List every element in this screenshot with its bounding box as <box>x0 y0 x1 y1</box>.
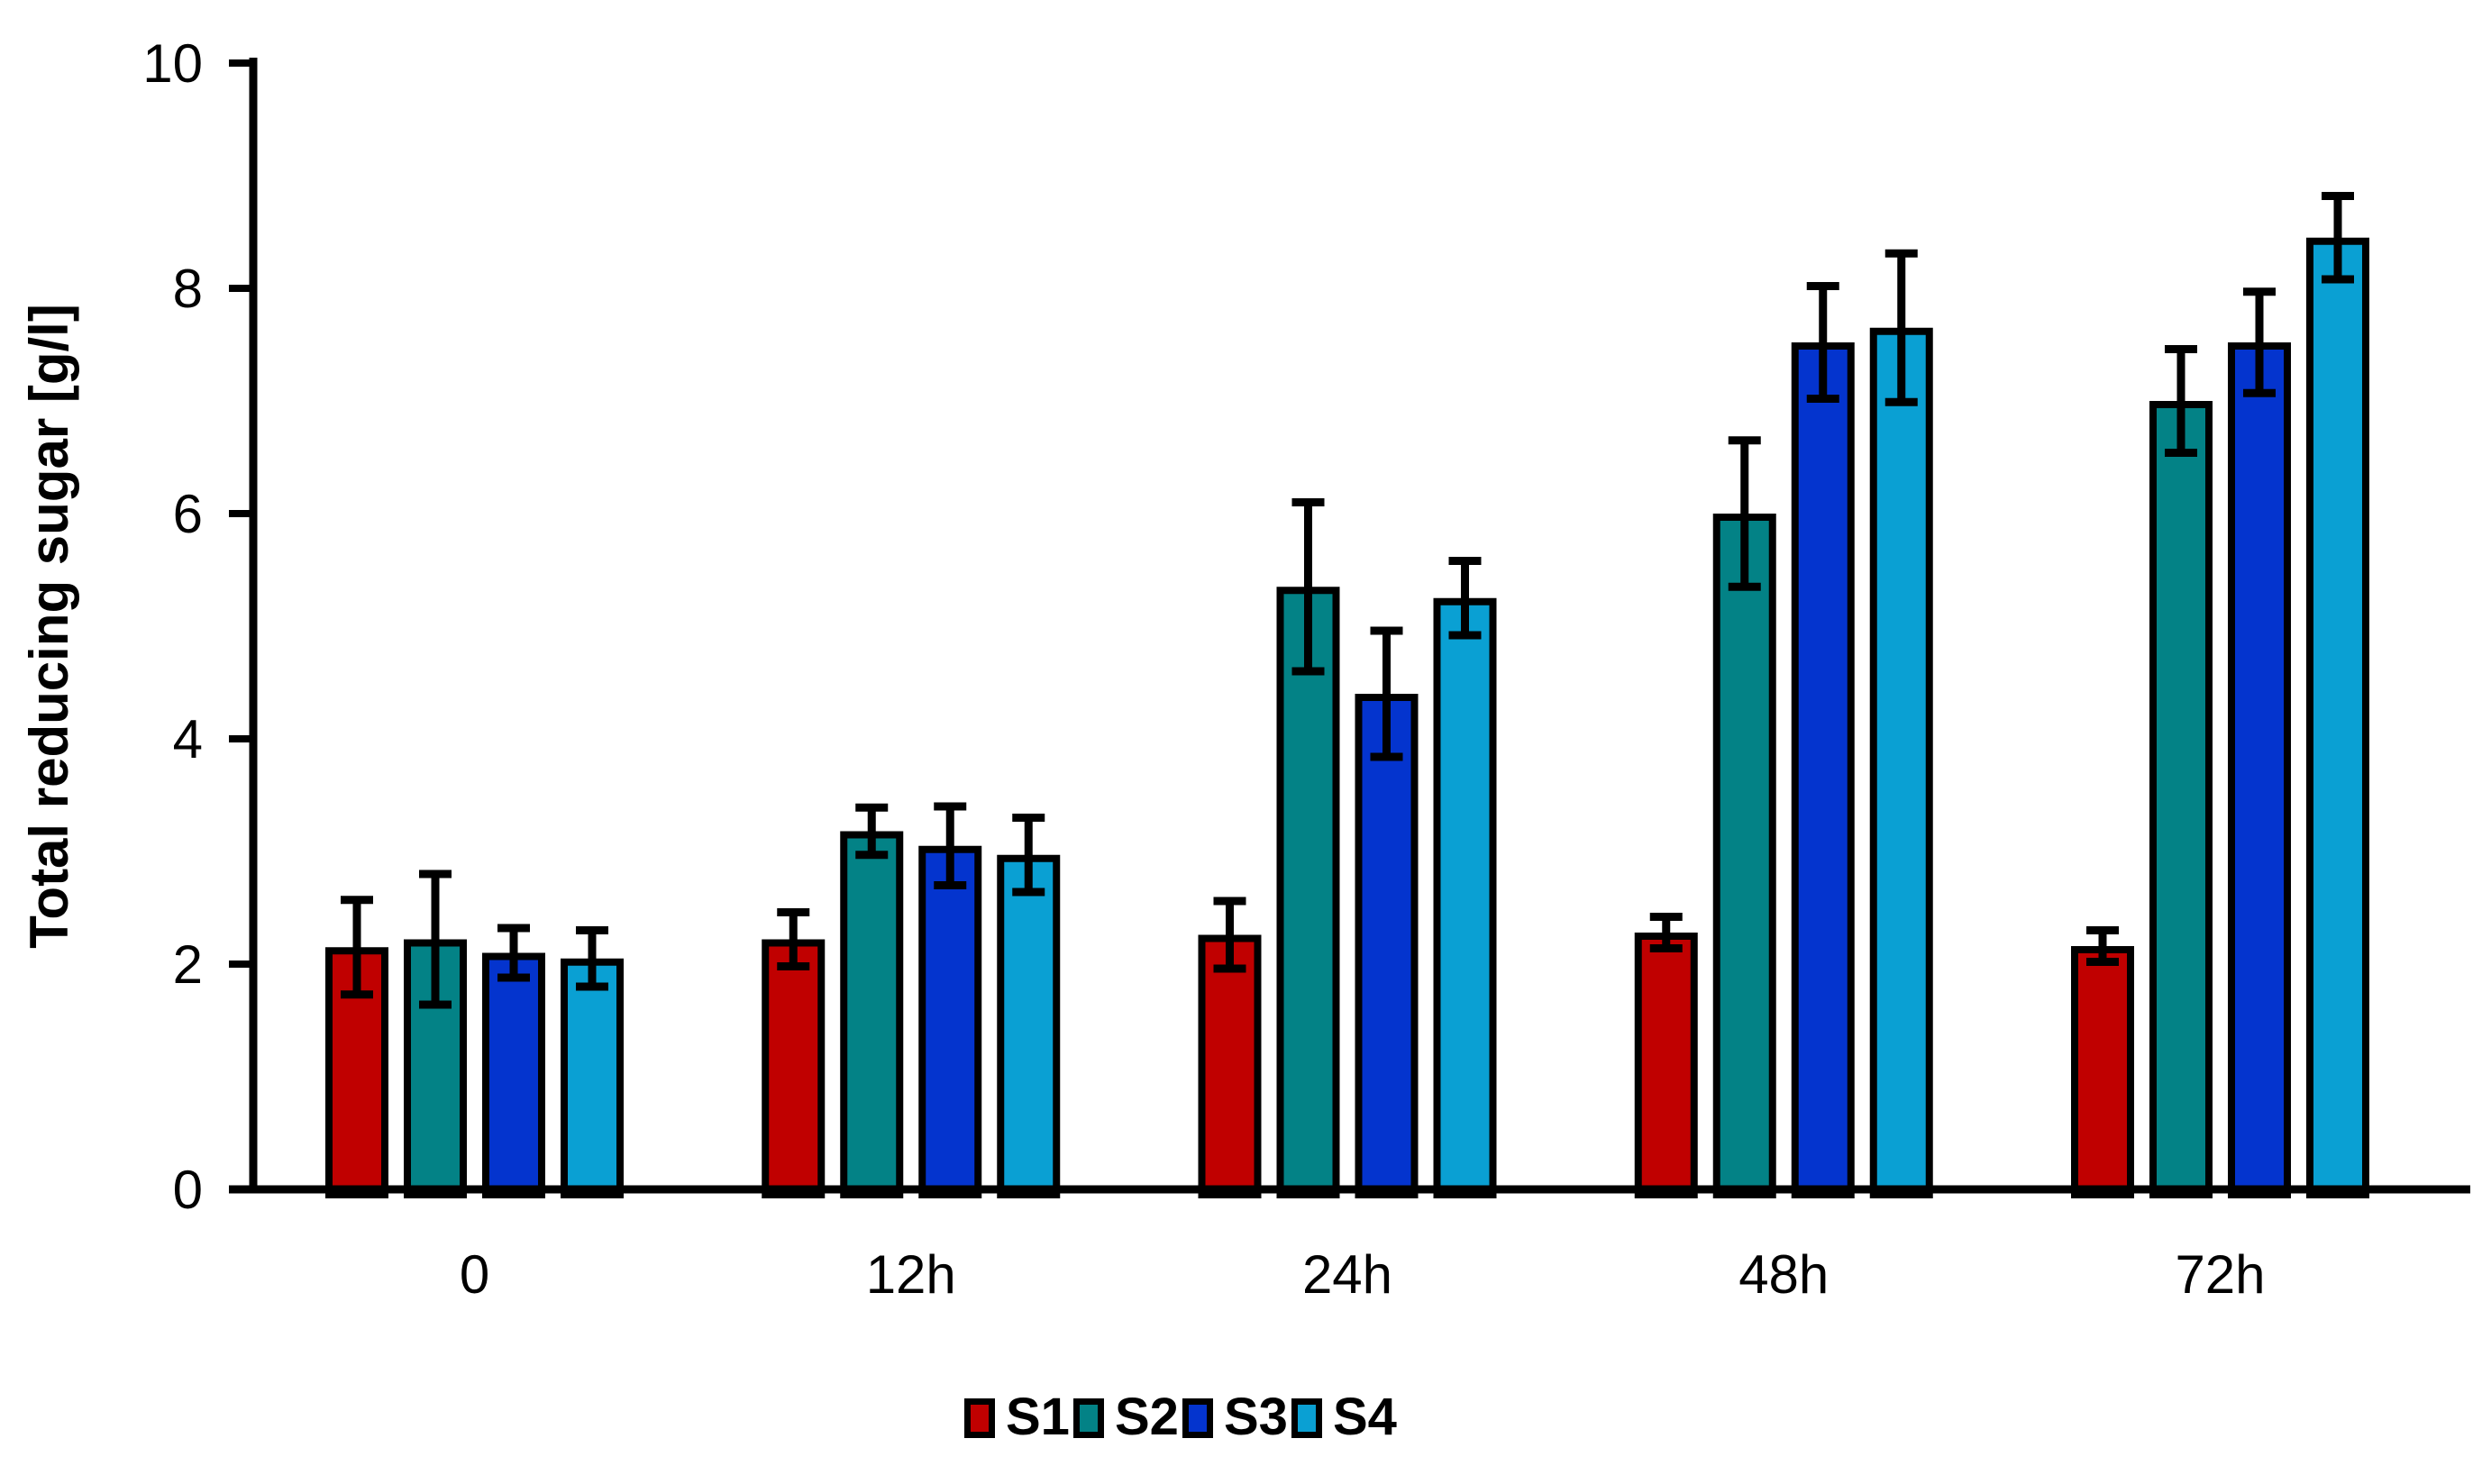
bar-S2-48h <box>1712 514 1776 1198</box>
error-bar-S3-0 <box>497 924 530 982</box>
y-tick-label-6: 6 <box>173 484 203 544</box>
bar-S1-72h <box>2071 946 2134 1198</box>
bar-S2-72h <box>2149 401 2213 1198</box>
bar-S1-48h <box>1634 933 1698 1198</box>
error-bar-S4-24h <box>1448 557 1482 640</box>
y-tick-label-0: 0 <box>173 1160 203 1220</box>
error-bar-S2-0 <box>419 869 452 1009</box>
error-bar-S3-12h <box>934 802 967 889</box>
bar-S2-12h <box>840 831 904 1198</box>
bar-S3-12h <box>918 845 982 1198</box>
bar-S4-48h <box>1869 327 1933 1198</box>
x-category-label-0: 0 <box>460 1244 489 1305</box>
legend-label-S1: S1 <box>1006 1388 1070 1446</box>
legend: S1 S2 S3 S4 <box>964 1388 1397 1446</box>
x-category-label-12h: 12h <box>866 1244 956 1305</box>
error-bar-S3-24h <box>1370 626 1403 761</box>
legend-label-S2: S2 <box>1115 1388 1179 1446</box>
bar-S4-24h <box>1433 597 1497 1198</box>
y-tick-label-8: 8 <box>173 259 203 319</box>
error-bar-S2-72h <box>2165 345 2197 457</box>
error-bar-S4-72h <box>2322 192 2354 284</box>
legend-swatch-S3 <box>1182 1398 1213 1438</box>
error-bar-S2-12h <box>855 803 889 860</box>
legend-item-S3: S3 <box>1182 1388 1288 1446</box>
legend-label-S3: S3 <box>1224 1388 1288 1446</box>
error-bars-layer <box>341 192 2354 1009</box>
bar-S3-0 <box>482 952 545 1198</box>
bar-S3-24h <box>1355 694 1419 1198</box>
error-bar-S4-48h <box>1884 249 1918 406</box>
error-bar-S1-48h <box>1649 913 1683 952</box>
bars-layer <box>325 237 2369 1198</box>
error-bar-S4-0 <box>576 926 608 991</box>
error-bar-S1-12h <box>777 908 810 970</box>
error-bar-S1-72h <box>2086 926 2119 966</box>
legend-swatch-S1 <box>964 1398 995 1438</box>
y-tick-label-2: 2 <box>173 934 203 995</box>
legend-swatch-S4 <box>1291 1398 1322 1438</box>
bar-S3-72h <box>2228 342 2291 1198</box>
x-category-label-24h: 24h <box>1302 1244 1392 1305</box>
error-bar-S1-0 <box>341 896 373 999</box>
tick-labels-layer: 0 12h 24h 48h 72h 0 2 4 6 8 10 <box>142 33 2265 1305</box>
bar-S3-48h <box>1791 342 1855 1198</box>
error-bar-S3-72h <box>2243 287 2276 397</box>
bar-S1-12h <box>762 939 826 1198</box>
x-category-label-72h: 72h <box>2175 1244 2265 1305</box>
y-tick-label-4: 4 <box>173 709 203 769</box>
legend-item-S1: S1 <box>964 1388 1070 1446</box>
bar-S1-24h <box>1198 934 1262 1198</box>
error-bar-S1-24h <box>1213 897 1246 973</box>
error-bar-S3-48h <box>1806 282 1839 403</box>
legend-swatch-S2 <box>1073 1398 1104 1438</box>
bar-S4-72h <box>2306 237 2369 1198</box>
error-bar-S2-24h <box>1291 498 1325 676</box>
y-axis-title: Total reducing sugar [g/l] <box>19 304 79 949</box>
legend-item-S2: S2 <box>1073 1388 1179 1446</box>
y-tick-label-10: 10 <box>142 33 203 94</box>
bar-S4-0 <box>561 958 624 1198</box>
error-bar-S2-48h <box>1728 436 1761 591</box>
legend-item-S4: S4 <box>1291 1388 1397 1446</box>
error-bar-S4-12h <box>1012 814 1045 897</box>
axes-layer <box>229 58 2470 1194</box>
x-category-label-48h: 48h <box>1738 1244 1829 1305</box>
legend-label-S4: S4 <box>1333 1388 1397 1446</box>
bar-S4-12h <box>997 854 1061 1198</box>
bar-S2-24h <box>1276 587 1340 1198</box>
